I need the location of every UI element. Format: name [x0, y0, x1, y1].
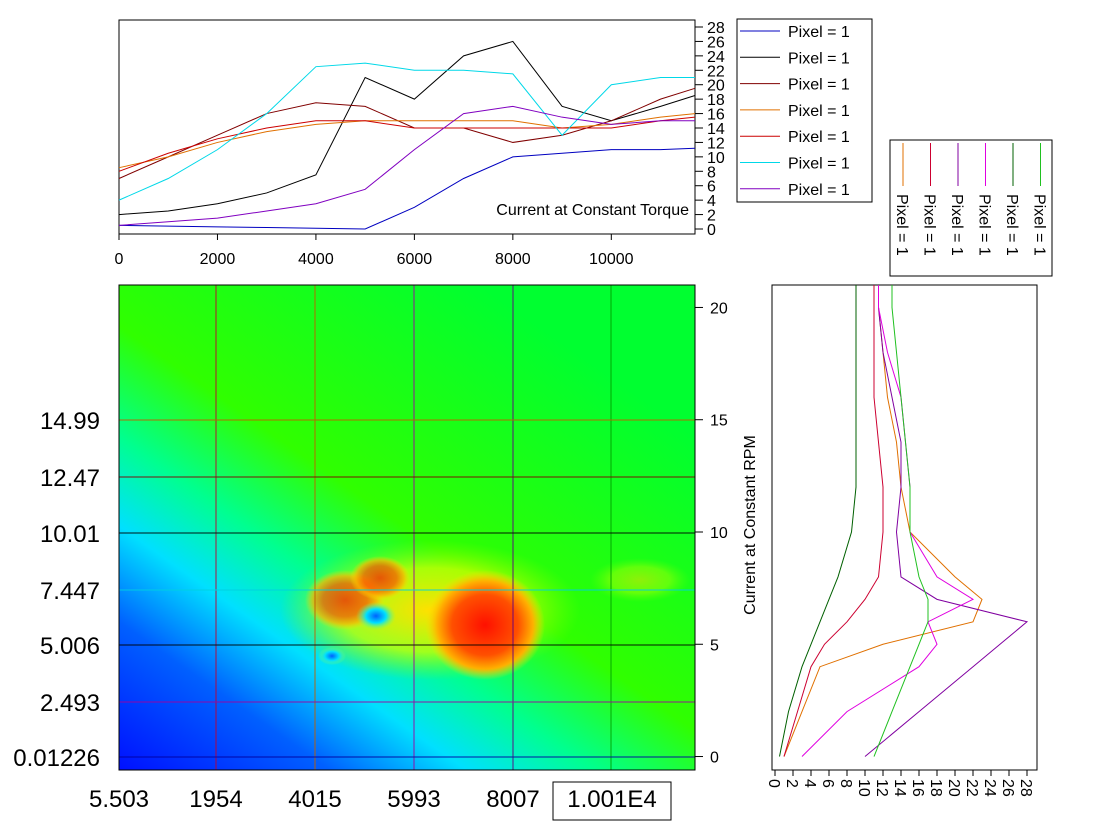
y-tick-label: 6	[707, 179, 716, 196]
x-tick-label: 2000	[200, 251, 236, 268]
legend-label: Pixel = 1	[788, 103, 850, 120]
legend-label: Pixel = 1	[788, 50, 850, 67]
profile-frame	[771, 284, 1038, 771]
y-tick-label: 14	[707, 121, 725, 138]
legend-right	[889, 139, 1053, 277]
y-tick-label: 20	[710, 300, 728, 317]
y-label: 14.99	[40, 408, 100, 435]
legend-label: Pixel = 1	[788, 156, 850, 173]
legend-label: Pixel = 1	[921, 194, 938, 256]
x-tick-label: 2	[783, 779, 800, 788]
y-tick-label: 12	[707, 135, 725, 152]
x-tick-label: 16	[909, 779, 926, 797]
series-line	[801, 285, 975, 757]
x-tick-label: 10	[855, 779, 872, 797]
x-label: 5.503	[89, 786, 149, 813]
y-tick-label: 22	[707, 63, 725, 80]
x-tick-label: 28	[1017, 779, 1034, 797]
legend-label: Pixel = 1	[788, 182, 850, 199]
y-axis-label: Current at Constant RPM	[742, 435, 759, 615]
y-tick-label: 28	[707, 20, 725, 37]
series-line	[783, 285, 983, 757]
y-tick-label: 20	[707, 78, 725, 95]
label-box	[552, 781, 672, 821]
legend-label: Pixel = 1	[948, 194, 965, 256]
x-tick-label: 6	[819, 779, 836, 788]
x-label: 4015	[288, 786, 341, 813]
legend-label: Pixel = 1	[1003, 194, 1020, 256]
x-tick-label: 22	[963, 779, 980, 797]
x-tick-label: 14	[891, 779, 908, 797]
series-line	[873, 285, 929, 757]
x-label: 8007	[486, 786, 539, 813]
x-tick-label: 6000	[397, 251, 433, 268]
y-tick-label: 0	[707, 222, 716, 239]
series-line	[118, 116, 696, 172]
x-label: 5993	[387, 786, 440, 813]
y-label: 12.47	[40, 465, 100, 492]
x-tick-label: 24	[981, 779, 998, 797]
series-line	[118, 147, 696, 230]
annotation: Current at Constant Torque	[496, 202, 689, 219]
series-line	[118, 62, 695, 201]
y-label: 5.006	[40, 633, 100, 660]
legend-label: Pixel = 1	[1031, 194, 1048, 256]
series-line	[118, 105, 695, 226]
y-label: 10.01	[40, 521, 100, 548]
legend-label: Pixel = 1	[976, 194, 993, 256]
x-label: 1.001E4	[567, 786, 656, 813]
y-tick-label: 24	[707, 49, 725, 66]
legend-top	[736, 18, 873, 203]
y-tick-label: 15	[710, 413, 728, 430]
series-line	[779, 285, 857, 757]
y-tick-label: 5	[710, 637, 719, 654]
y-tick-label: 18	[707, 92, 725, 109]
x-tick-label: 20	[945, 779, 962, 797]
y-tick-label: 2	[707, 208, 716, 225]
x-tick-label: 0	[115, 251, 124, 268]
x-tick-label: 26	[999, 779, 1016, 797]
x-tick-label: 4000	[298, 251, 334, 268]
x-tick-label: 18	[927, 779, 944, 797]
x-tick-label: 4	[801, 779, 818, 788]
contour-image	[119, 285, 695, 770]
x-tick-label: 10000	[589, 251, 634, 268]
top-frame	[118, 19, 696, 235]
contour-frame	[118, 284, 696, 771]
x-tick-label: 8	[837, 779, 854, 788]
y-label: 7.447	[40, 578, 100, 605]
y-tick-label: 0	[710, 750, 719, 767]
x-tick-label: 8000	[495, 251, 531, 268]
y-tick-label: 26	[707, 34, 725, 51]
legend-label: Pixel = 1	[788, 77, 850, 94]
x-tick-label: 0	[765, 779, 782, 788]
series-line	[118, 87, 696, 179]
y-tick-label: 10	[707, 150, 725, 167]
y-label: 0.01226	[13, 745, 100, 772]
legend-label: Pixel = 1	[788, 129, 850, 146]
x-tick-label: 12	[873, 779, 890, 797]
y-tick-label: 4	[707, 193, 716, 210]
x-label: 1954	[189, 786, 242, 813]
y-label: 2.493	[40, 690, 100, 717]
legend-label: Pixel = 1	[893, 194, 910, 256]
series-line	[864, 285, 1029, 757]
series-line	[783, 285, 884, 757]
legend-label: Pixel = 1	[788, 24, 850, 41]
y-tick-label: 10	[710, 525, 728, 542]
y-tick-label: 16	[707, 107, 725, 124]
y-tick-label: 8	[707, 164, 716, 181]
